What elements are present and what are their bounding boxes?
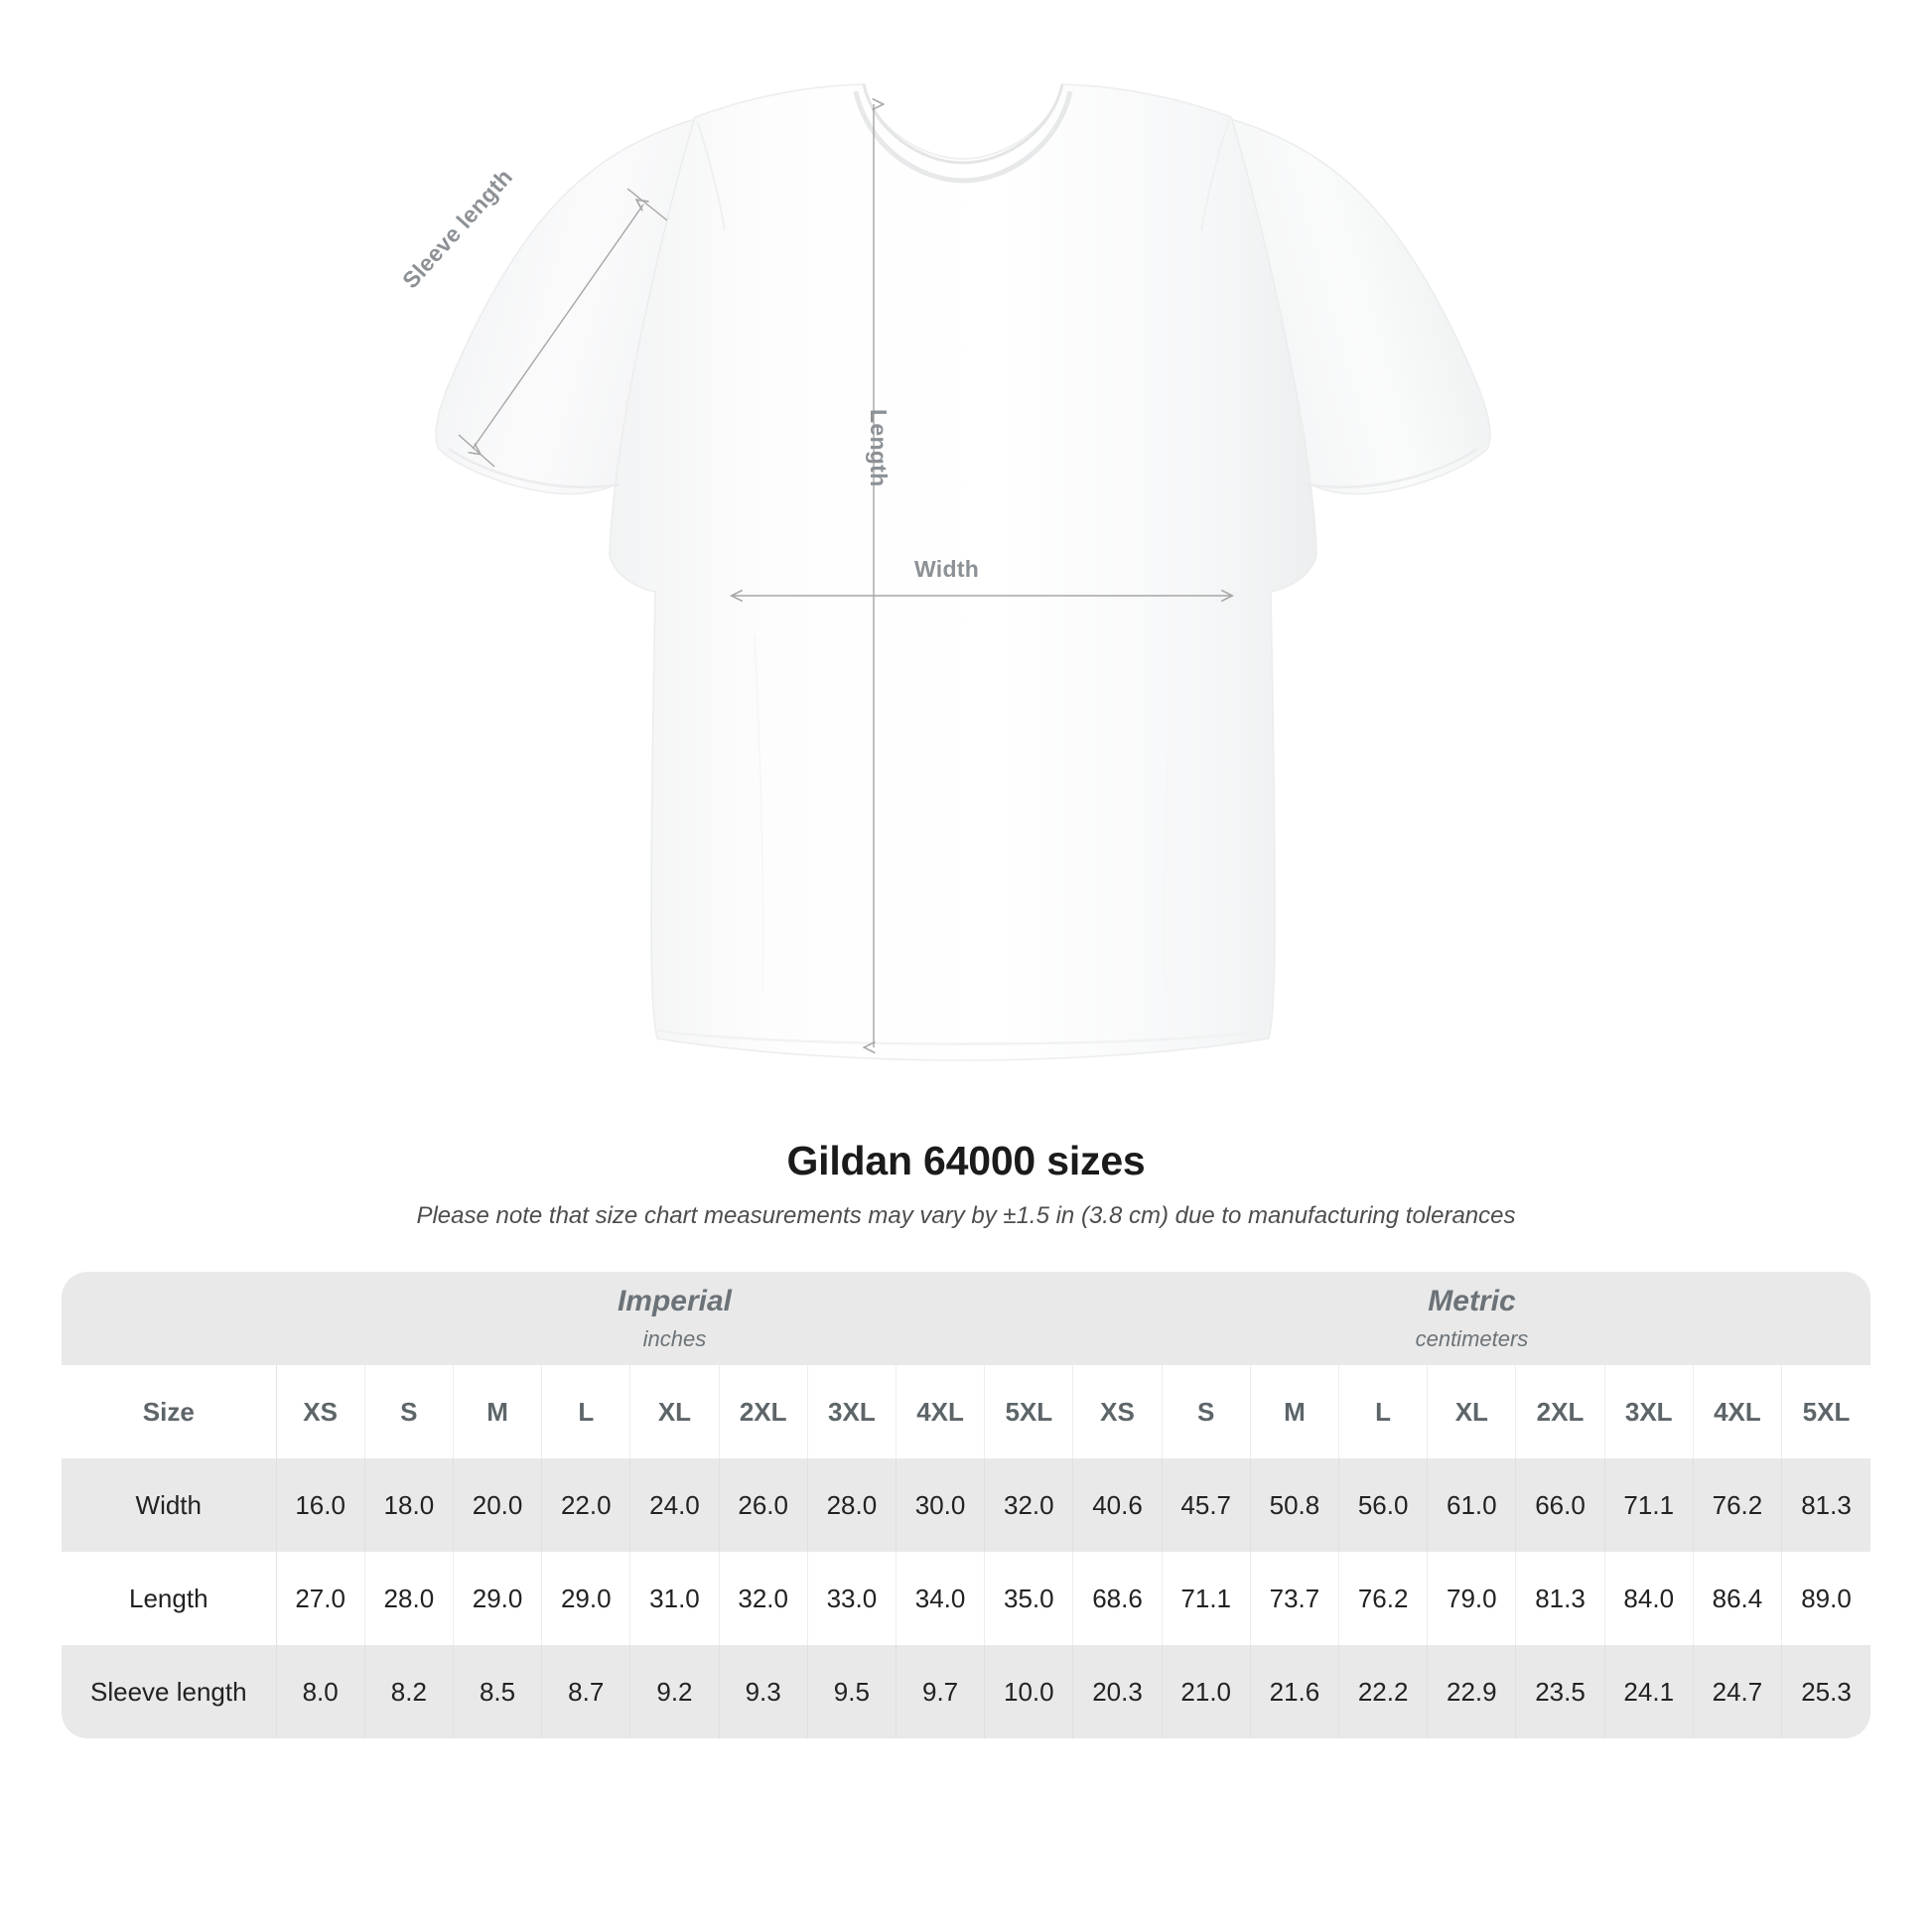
row-label-sleeve-length: Sleeve length bbox=[62, 1645, 277, 1738]
size-chart-table-wrap: Imperial inches Metric centimeters Size … bbox=[62, 1272, 1870, 1738]
column-header-met-5xl: 5XL bbox=[1781, 1365, 1870, 1458]
cell-length-imp-3xl: 33.0 bbox=[807, 1552, 897, 1645]
cell-sleeve-met-2xl: 23.5 bbox=[1515, 1645, 1605, 1738]
unit-group-metric-name: Metric bbox=[1428, 1284, 1516, 1317]
cell-length-imp-l: 29.0 bbox=[541, 1552, 631, 1645]
cell-width-imp-2xl: 26.0 bbox=[719, 1458, 808, 1552]
cell-sleeve-imp-xs: 8.0 bbox=[276, 1645, 365, 1738]
cell-width-met-m: 50.8 bbox=[1250, 1458, 1340, 1552]
cell-length-met-l: 76.2 bbox=[1338, 1552, 1429, 1645]
column-header-imp-4xl: 4XL bbox=[896, 1365, 986, 1458]
length-label: Length bbox=[866, 409, 892, 487]
column-header-met-xl: XL bbox=[1427, 1365, 1517, 1458]
cell-length-met-xs: 68.6 bbox=[1072, 1552, 1163, 1645]
cell-sleeve-met-m: 21.6 bbox=[1250, 1645, 1340, 1738]
unit-group-metric: Metric centimeters bbox=[1072, 1272, 1870, 1365]
cell-sleeve-met-xs: 20.3 bbox=[1072, 1645, 1163, 1738]
cell-length-met-m: 73.7 bbox=[1250, 1552, 1340, 1645]
cell-width-imp-4xl: 30.0 bbox=[896, 1458, 986, 1552]
unit-group-metric-sub: centimeters bbox=[1415, 1326, 1529, 1352]
row-label-length: Length bbox=[62, 1552, 277, 1645]
column-header-size: Size bbox=[62, 1365, 277, 1458]
table-row-length: Length 27.0 28.0 29.0 29.0 31.0 32.0 33.… bbox=[62, 1552, 1870, 1645]
tshirt-illustration bbox=[435, 83, 1491, 1061]
column-header-imp-l: L bbox=[541, 1365, 631, 1458]
cell-length-imp-4xl: 34.0 bbox=[896, 1552, 986, 1645]
page-title: Gildan 64000 sizes bbox=[786, 1138, 1146, 1183]
column-header-imp-2xl: 2XL bbox=[719, 1365, 808, 1458]
tshirt-diagram: Sleeve length Length Width bbox=[397, 83, 1491, 1061]
title-block: Gildan 64000 sizes Please note that size… bbox=[0, 1138, 1932, 1230]
column-header-imp-m: M bbox=[453, 1365, 543, 1458]
unit-group-spacer bbox=[62, 1272, 277, 1365]
cell-length-imp-xs: 27.0 bbox=[276, 1552, 365, 1645]
cell-width-imp-5xl: 32.0 bbox=[984, 1458, 1074, 1552]
cell-width-imp-m: 20.0 bbox=[453, 1458, 543, 1552]
cell-width-met-2xl: 66.0 bbox=[1515, 1458, 1605, 1552]
column-header-imp-xl: XL bbox=[629, 1365, 720, 1458]
cell-length-met-4xl: 86.4 bbox=[1693, 1552, 1783, 1645]
sleeve-measure-line bbox=[473, 205, 643, 449]
cell-length-met-s: 71.1 bbox=[1162, 1552, 1251, 1645]
cell-sleeve-imp-l: 8.7 bbox=[541, 1645, 631, 1738]
row-label-width: Width bbox=[62, 1458, 277, 1552]
cell-sleeve-met-xl: 22.9 bbox=[1427, 1645, 1517, 1738]
column-header-met-3xl: 3XL bbox=[1604, 1365, 1694, 1458]
cell-width-imp-s: 18.0 bbox=[364, 1458, 454, 1552]
column-header-met-xs: XS bbox=[1072, 1365, 1163, 1458]
column-header-met-l: L bbox=[1338, 1365, 1429, 1458]
column-header-imp-5xl: 5XL bbox=[984, 1365, 1074, 1458]
cell-width-met-l: 56.0 bbox=[1338, 1458, 1429, 1552]
table-row-width: Width 16.0 18.0 20.0 22.0 24.0 26.0 28.0… bbox=[62, 1458, 1870, 1552]
unit-group-imperial: Imperial inches bbox=[276, 1272, 1073, 1365]
cell-length-imp-xl: 31.0 bbox=[629, 1552, 720, 1645]
cell-length-met-2xl: 81.3 bbox=[1515, 1552, 1605, 1645]
column-header-imp-s: S bbox=[364, 1365, 454, 1458]
cell-sleeve-imp-5xl: 10.0 bbox=[984, 1645, 1074, 1738]
cell-sleeve-imp-4xl: 9.7 bbox=[896, 1645, 986, 1738]
column-header-met-m: M bbox=[1250, 1365, 1340, 1458]
column-header-imp-xs: XS bbox=[276, 1365, 365, 1458]
column-header-met-2xl: 2XL bbox=[1515, 1365, 1605, 1458]
cell-sleeve-met-l: 22.2 bbox=[1338, 1645, 1429, 1738]
cell-length-met-3xl: 84.0 bbox=[1604, 1552, 1694, 1645]
width-label: Width bbox=[914, 556, 980, 582]
size-header-row: Size XS S M L XL 2XL 3XL 4XL 5XL XS S M … bbox=[62, 1365, 1870, 1458]
cell-sleeve-imp-2xl: 9.3 bbox=[719, 1645, 808, 1738]
cell-sleeve-imp-xl: 9.2 bbox=[629, 1645, 720, 1738]
unit-group-imperial-name: Imperial bbox=[617, 1284, 732, 1317]
cell-width-met-5xl: 81.3 bbox=[1781, 1458, 1870, 1552]
cell-length-imp-m: 29.0 bbox=[453, 1552, 543, 1645]
cell-sleeve-met-s: 21.0 bbox=[1162, 1645, 1251, 1738]
cell-width-imp-xs: 16.0 bbox=[276, 1458, 365, 1552]
cell-sleeve-met-5xl: 25.3 bbox=[1781, 1645, 1870, 1738]
cell-width-met-xl: 61.0 bbox=[1427, 1458, 1517, 1552]
cell-length-imp-2xl: 32.0 bbox=[719, 1552, 808, 1645]
cell-length-met-5xl: 89.0 bbox=[1781, 1552, 1870, 1645]
cell-sleeve-met-3xl: 24.1 bbox=[1604, 1645, 1694, 1738]
cell-width-imp-xl: 24.0 bbox=[629, 1458, 720, 1552]
column-header-met-4xl: 4XL bbox=[1693, 1365, 1783, 1458]
cell-sleeve-imp-s: 8.2 bbox=[364, 1645, 454, 1738]
cell-sleeve-met-4xl: 24.7 bbox=[1693, 1645, 1783, 1738]
cell-length-met-xl: 79.0 bbox=[1427, 1552, 1517, 1645]
unit-group-row: Imperial inches Metric centimeters bbox=[62, 1272, 1870, 1365]
cell-width-met-s: 45.7 bbox=[1162, 1458, 1251, 1552]
cell-width-imp-3xl: 28.0 bbox=[807, 1458, 897, 1552]
cell-width-met-4xl: 76.2 bbox=[1693, 1458, 1783, 1552]
cell-width-met-xs: 40.6 bbox=[1072, 1458, 1163, 1552]
column-header-imp-3xl: 3XL bbox=[807, 1365, 897, 1458]
size-chart-table: Imperial inches Metric centimeters Size … bbox=[62, 1272, 1870, 1738]
table-row-sleeve-length: Sleeve length 8.0 8.2 8.5 8.7 9.2 9.3 9.… bbox=[62, 1645, 1870, 1738]
cell-sleeve-imp-m: 8.5 bbox=[453, 1645, 543, 1738]
column-header-met-s: S bbox=[1162, 1365, 1251, 1458]
cell-length-imp-5xl: 35.0 bbox=[984, 1552, 1074, 1645]
unit-group-imperial-sub: inches bbox=[642, 1326, 707, 1352]
cell-sleeve-imp-3xl: 9.5 bbox=[807, 1645, 897, 1738]
cell-width-imp-l: 22.0 bbox=[541, 1458, 631, 1552]
cell-length-imp-s: 28.0 bbox=[364, 1552, 454, 1645]
cell-width-met-3xl: 71.1 bbox=[1604, 1458, 1694, 1552]
page-subtitle: Please note that size chart measurements… bbox=[416, 1202, 1516, 1229]
